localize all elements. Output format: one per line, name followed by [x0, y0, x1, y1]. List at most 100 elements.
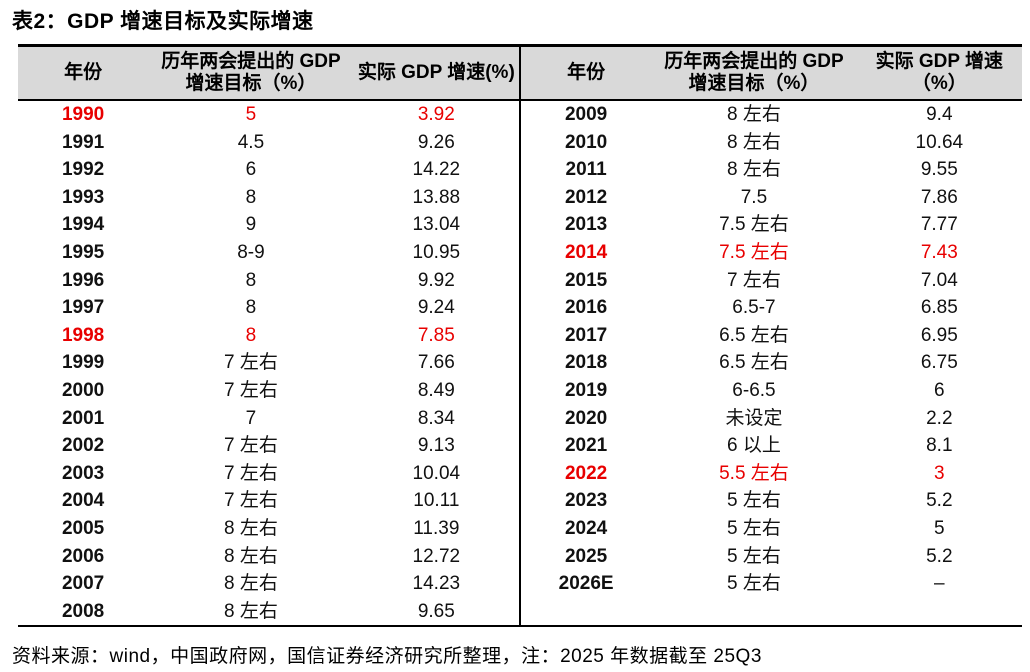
actual-cell: 3 — [934, 462, 945, 484]
actual-cell: 8.49 — [417, 379, 455, 401]
table-row: 2025 5 左右 5.2 — [521, 543, 1022, 571]
target-cell: 5.5 左右 — [719, 462, 789, 484]
year-cell: 2013 — [564, 214, 608, 236]
target-cell: 6-6.5 — [732, 379, 776, 401]
year-cell: 2010 — [564, 131, 608, 153]
year-cell: 2017 — [564, 324, 608, 346]
table-row: 2002 7 左右 9.13 — [18, 432, 519, 460]
table-row: 2010 8 左右 10.64 — [521, 129, 1022, 157]
actual-cell: 13.88 — [412, 186, 461, 208]
actual-cell: 10.95 — [412, 241, 461, 263]
actual-cell: 5.2 — [926, 490, 953, 512]
year-cell: 2015 — [564, 269, 608, 291]
year-cell: 2002 — [61, 435, 105, 457]
target-cell: 7 — [245, 407, 257, 429]
actual-cell: 8.34 — [417, 407, 455, 429]
actual-cell: 7.43 — [920, 241, 958, 263]
actual-cell: 11.39 — [413, 517, 460, 539]
table-row: 2012 7.5 7.86 — [521, 184, 1022, 212]
target-cell: 7.5 左右 — [719, 241, 789, 263]
actual-cell: 7.66 — [417, 352, 455, 374]
table-row: 2021 6 以上 8.1 — [521, 432, 1022, 460]
table-row: 2020 未设定 2.2 — [521, 405, 1022, 433]
table-row: 2014 7.5 左右 7.43 — [521, 239, 1022, 267]
table-row: 1998 8 7.85 — [18, 322, 519, 350]
actual-cell: 6 — [934, 379, 945, 401]
table-row: 2015 7 左右 7.04 — [521, 267, 1022, 295]
target-cell: 8 左右 — [224, 573, 278, 595]
table-rows-left: 1990 5 3.92 1991 4.5 9.26 1992 6 14.22 1993 8 13.88… — [18, 101, 519, 625]
actual-cell: 14.22 — [412, 159, 461, 181]
actual-cell: 6.95 — [920, 324, 958, 346]
year-cell: 1996 — [61, 269, 105, 291]
target-cell: 5 左右 — [727, 490, 781, 512]
actual-column-header: 实际 GDP 增速(%) — [357, 62, 515, 83]
table-row: 2005 8 左右 11.39 — [18, 515, 519, 543]
table-header-left: 年份 历年两会提出的 GDP 增速目标（%） 实际 GDP 增速(%) — [18, 47, 519, 101]
year-cell: 1992 — [61, 159, 105, 181]
target-cell: 7.5 — [740, 186, 768, 208]
year-cell: 2025 — [564, 545, 608, 567]
table-row: 2013 7.5 左右 7.77 — [521, 211, 1022, 239]
target-column-header: 历年两会提出的 GDP 增速目标（%） — [664, 51, 844, 94]
table-row: 1994 9 13.04 — [18, 211, 519, 239]
target-cell: 5 左右 — [727, 517, 781, 539]
actual-cell: 9.4 — [926, 104, 953, 125]
actual-cell: 14.23 — [412, 573, 461, 595]
target-cell: 6.5 左右 — [719, 324, 789, 346]
actual-column-header: 实际 GDP 增速（%） — [875, 51, 1004, 94]
year-cell: 2005 — [61, 517, 105, 539]
table-row: 2009 8 左右 9.4 — [521, 101, 1022, 129]
actual-cell: 7.86 — [920, 186, 958, 208]
table-row: 2017 6.5 左右 6.95 — [521, 322, 1022, 350]
year-cell: 2009 — [564, 104, 608, 125]
target-cell: 7 左右 — [224, 352, 278, 374]
table-rows-right: 2009 8 左右 9.4 2010 8 左右 10.64 2011 8 左右 9.55 2012… — [521, 101, 1022, 598]
actual-cell: 9.65 — [417, 600, 455, 622]
actual-cell: 10.11 — [413, 490, 460, 512]
target-cell: 8 左右 — [224, 517, 278, 539]
year-cell: 2000 — [61, 379, 105, 401]
year-cell: 2019 — [564, 379, 608, 401]
year-cell: 2003 — [61, 462, 105, 484]
target-cell: 5 — [245, 104, 257, 125]
target-cell: 未设定 — [725, 407, 783, 429]
year-cell: 1993 — [61, 186, 105, 208]
year-cell: 2024 — [564, 517, 608, 539]
year-cell: 2007 — [61, 573, 105, 595]
target-cell: 8 左右 — [727, 159, 781, 181]
actual-cell: 6.75 — [920, 352, 958, 374]
target-cell: 8 — [245, 324, 257, 346]
target-cell: 9 — [245, 214, 257, 236]
year-cell: 1994 — [61, 214, 105, 236]
target-cell: 6 — [245, 159, 257, 181]
table-header-right: 年份 历年两会提出的 GDP 增速目标（%） 实际 GDP 增速（%） — [521, 47, 1022, 101]
target-cell: 7 左右 — [224, 490, 278, 512]
actual-cell: – — [934, 573, 945, 595]
actual-cell: 8.1 — [926, 435, 953, 457]
table-row: 2023 5 左右 5.2 — [521, 487, 1022, 515]
year-cell: 1998 — [61, 324, 105, 346]
year-cell: 1999 — [61, 352, 105, 374]
table-row: 1999 7 左右 7.66 — [18, 349, 519, 377]
target-cell: 8 左右 — [727, 104, 781, 125]
actual-cell: 10.04 — [412, 462, 461, 484]
year-cell: 2026E — [558, 573, 614, 595]
table-row: 2024 5 左右 5 — [521, 515, 1022, 543]
table-row: 1991 4.5 9.26 — [18, 129, 519, 157]
table-row: 2011 8 左右 9.55 — [521, 156, 1022, 184]
actual-cell: 9.92 — [417, 269, 455, 291]
table-row: 1995 8-9 10.95 — [18, 239, 519, 267]
year-cell: 1995 — [61, 241, 105, 263]
target-cell: 8 左右 — [224, 600, 278, 622]
actual-cell: 9.55 — [920, 159, 958, 181]
table-row: 2000 7 左右 8.49 — [18, 377, 519, 405]
year-cell: 2011 — [565, 159, 607, 181]
gdp-growth-table: 年份 历年两会提出的 GDP 增速目标（%） 实际 GDP 增速(%) 1990… — [18, 44, 1022, 628]
year-column-header: 年份 — [64, 62, 103, 83]
table-left-half: 年份 历年两会提出的 GDP 增速目标（%） 实际 GDP 增速(%) 1990… — [18, 47, 519, 625]
year-cell: 1991 — [61, 131, 105, 153]
actual-cell: 9.26 — [417, 131, 455, 153]
table-row: 2007 8 左右 14.23 — [18, 570, 519, 598]
